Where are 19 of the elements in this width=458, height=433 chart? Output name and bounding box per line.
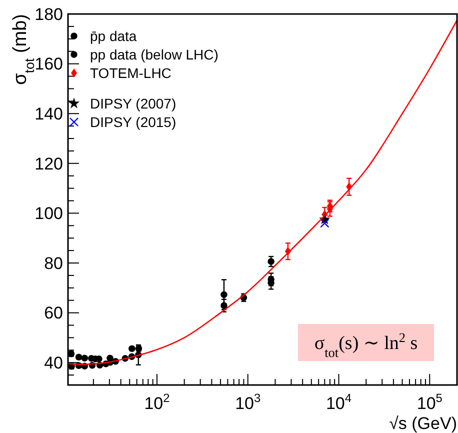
y-tick-label: 180 <box>34 4 63 24</box>
y-tick-label: 40 <box>44 354 63 373</box>
y-tick-label: 140 <box>34 104 63 124</box>
legend-label: DIPSY (2015) <box>90 114 176 130</box>
y-tick-label: 80 <box>44 254 63 273</box>
legend-label: p̄p data <box>90 28 137 44</box>
y-tick-label: 60 <box>44 304 63 323</box>
x-tick-label: 10$^{3}$ <box>235 391 262 413</box>
legend-label: TOTEM-LHC <box>90 64 172 81</box>
x-tick-label: 10$^{5}$ <box>416 391 443 413</box>
y-tick-label: 100 <box>34 204 63 224</box>
y-tick-label: 160 <box>34 54 63 74</box>
y-tick-label: 120 <box>34 154 63 174</box>
x-axis-title: √s (GeV) <box>389 414 457 433</box>
legend-label: DIPSY (2007) <box>90 95 176 112</box>
x-tick-label: 10$^{2}$ <box>144 391 170 413</box>
annotation: σ$_{tot}$(s) ∼ ln$^{2}$ s <box>314 330 418 360</box>
legend-label: pp data (below LHC) <box>90 46 218 62</box>
x-tick-label: 10$^{4}$ <box>326 391 352 413</box>
